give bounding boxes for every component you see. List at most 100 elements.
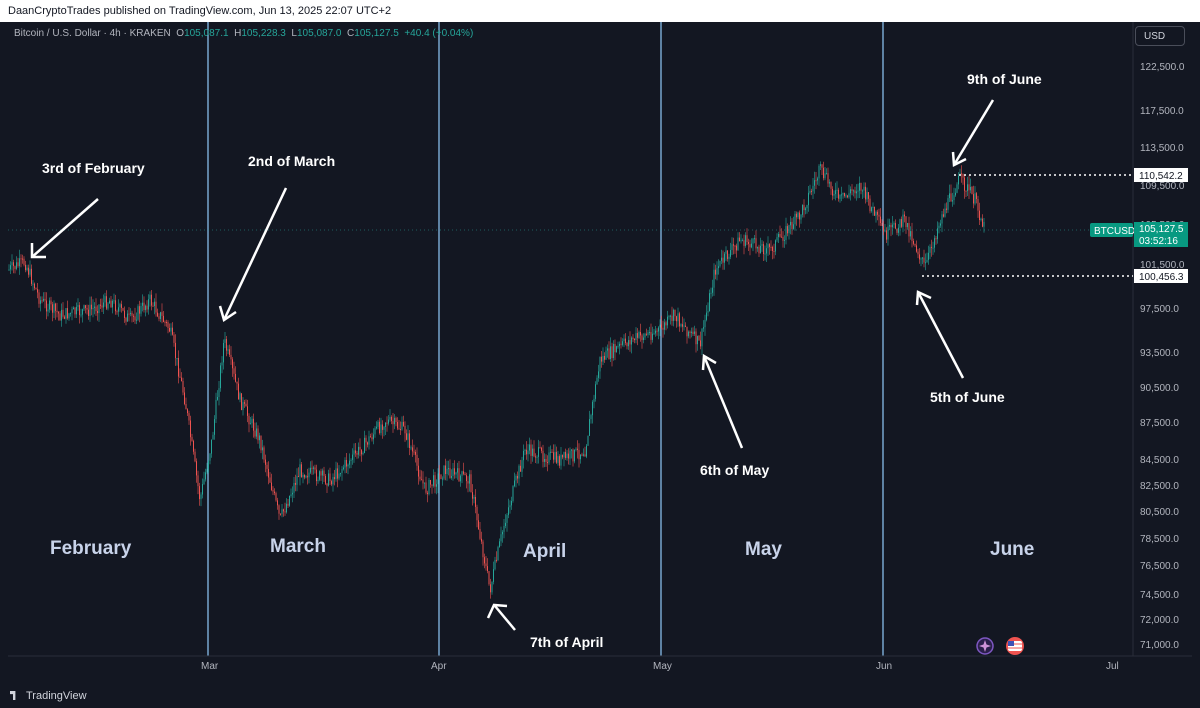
candle-body (415, 452, 416, 455)
candle-body (173, 334, 175, 343)
candle-body (275, 493, 277, 501)
candle-body (569, 450, 571, 459)
candle-body (581, 454, 583, 456)
candle-body (424, 482, 425, 484)
candle-body (688, 331, 689, 337)
candle-body (73, 307, 74, 310)
candle-body (440, 474, 442, 479)
candle-body (964, 177, 965, 191)
candle-body (439, 473, 440, 475)
chart-widgets[interactable] (975, 636, 1035, 656)
candle-body (920, 258, 922, 260)
candle-body (689, 331, 691, 333)
candle-body (530, 444, 532, 456)
candle-body (628, 340, 629, 347)
candle-body (748, 242, 749, 245)
candle-body (971, 187, 973, 195)
price-tick: 80,500.0 (1140, 507, 1179, 518)
candle-body (271, 482, 272, 490)
candle-body (334, 477, 335, 480)
candle-body (571, 449, 572, 451)
price-axis[interactable]: 122,500.0 117,500.0 113,500.0 109,500.0 … (1090, 62, 1188, 651)
candle-body (548, 452, 550, 463)
candle-body (269, 477, 271, 483)
candle-body (196, 461, 197, 476)
candle-body (733, 244, 734, 246)
low-price-tag (1134, 269, 1188, 283)
candle-body (32, 283, 34, 285)
candle-body (754, 238, 755, 240)
candle-body (791, 221, 793, 229)
candle-body (251, 418, 253, 424)
candle-body (551, 451, 553, 453)
candle-body (596, 377, 598, 385)
candle-body (218, 388, 220, 397)
arrow-icon (218, 187, 288, 322)
candle-body (751, 243, 752, 248)
ohlc-low-label: L (291, 28, 297, 39)
chart-frame[interactable] (8, 22, 1192, 686)
candle-body (166, 322, 167, 323)
candle-body (160, 312, 161, 319)
candle-body (121, 304, 122, 308)
candle-body (701, 328, 703, 347)
annotation-6th-may: 6th of May (700, 462, 769, 478)
candle-body (347, 464, 349, 467)
candle-body (682, 324, 683, 327)
candle-body (410, 447, 412, 449)
currency-button[interactable]: USD (1135, 26, 1185, 46)
tradingview-logo-icon (10, 691, 16, 700)
candle-body (272, 490, 274, 492)
candle-body (164, 321, 166, 323)
candle-body (266, 464, 268, 469)
candle-body (785, 226, 787, 240)
candle-body (847, 195, 848, 198)
candle-body (680, 324, 682, 327)
candle-body (412, 447, 413, 452)
candle-body (544, 459, 545, 462)
candle-body (838, 189, 839, 199)
month-separators (8, 22, 1192, 657)
candle-body (22, 258, 23, 260)
candle-body (322, 470, 323, 476)
candle-body (773, 251, 775, 252)
candle-body (655, 330, 656, 334)
candle-body (889, 225, 890, 227)
candle-body (485, 563, 487, 567)
time-axis[interactable]: Mar Apr May Jun Jul (201, 661, 1119, 672)
candle-body (881, 223, 883, 226)
last-price-tag (1134, 222, 1188, 247)
candle-body (278, 505, 280, 514)
candle-body (827, 173, 829, 184)
candle-body (203, 479, 205, 484)
candle-body (761, 244, 763, 246)
candle-body (931, 246, 932, 248)
candle-body (764, 253, 766, 255)
candle-body (593, 398, 595, 402)
candle-body (388, 419, 389, 424)
symbol-legend[interactable]: Bitcoin / U.S. Dollar · 4h · KRAKEN O105… (14, 28, 473, 39)
candle-body (610, 346, 611, 359)
sparkle-icon[interactable] (976, 637, 994, 655)
candle-body (917, 251, 919, 255)
candle-body (818, 165, 820, 179)
candle-body (452, 468, 454, 476)
candle-body (421, 479, 422, 481)
month-label-february: February (50, 538, 132, 559)
price-tick: 78,500.0 (1140, 534, 1179, 545)
candle-body (779, 234, 781, 237)
candle-body (835, 190, 836, 195)
candle-body (796, 213, 797, 218)
candle-body (862, 190, 863, 192)
candle-body (667, 316, 668, 326)
candle-body (736, 245, 737, 251)
candle-body (376, 426, 377, 429)
candle-body (229, 349, 230, 355)
candle-body (794, 213, 796, 225)
brand-bar: TradingView (0, 686, 1200, 708)
flag-icon[interactable] (1006, 637, 1024, 655)
candle-body (148, 299, 149, 310)
candle-body (142, 302, 143, 306)
candle-body (517, 476, 518, 479)
